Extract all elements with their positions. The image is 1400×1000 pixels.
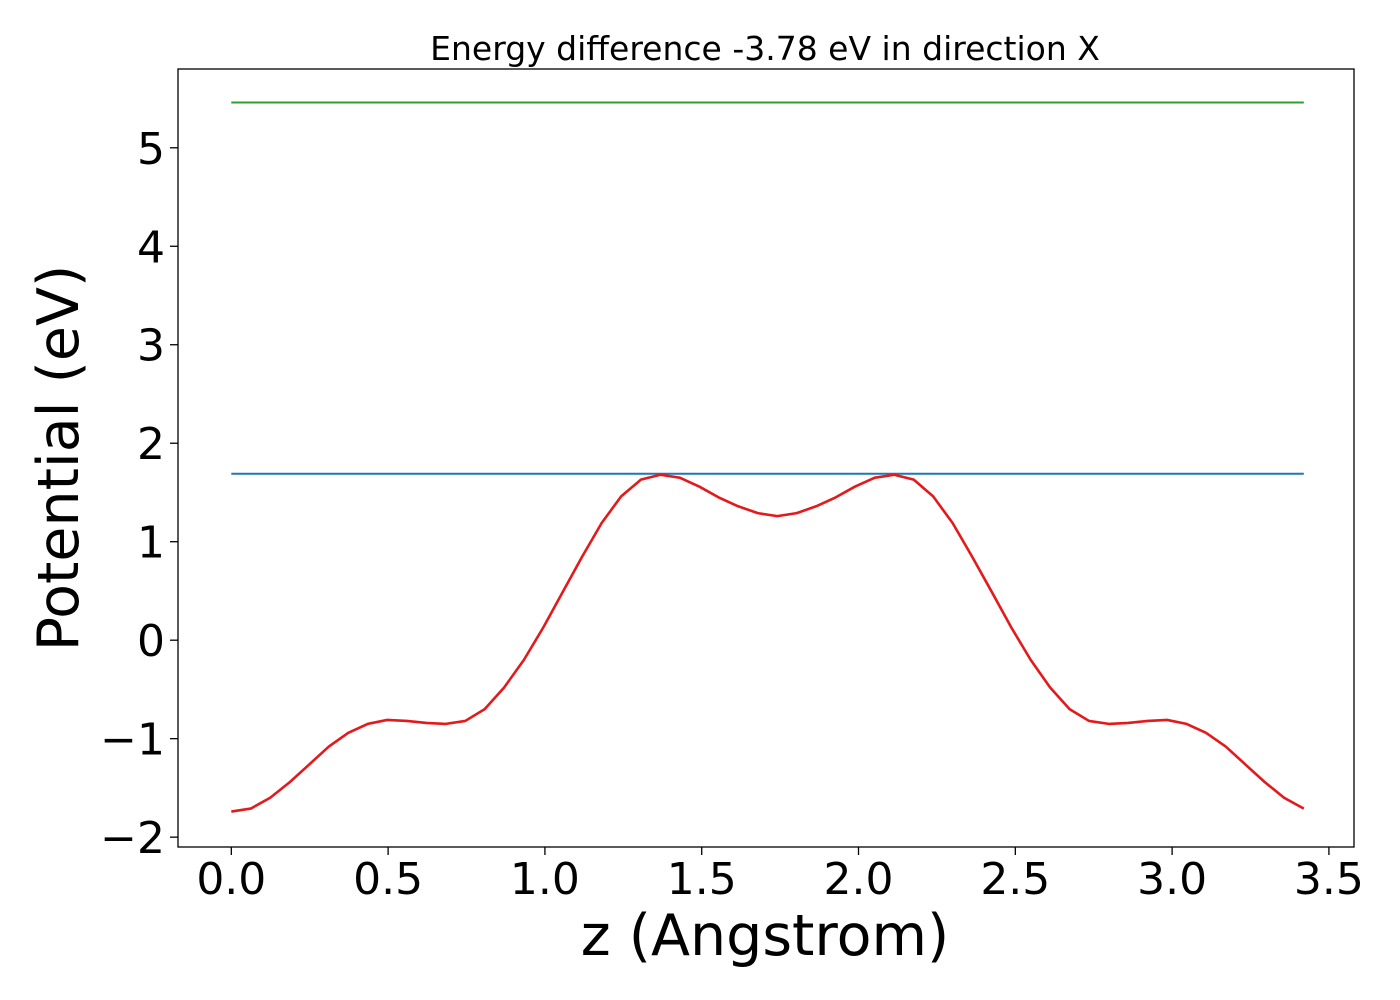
- x-tick-label: 3.0: [1137, 854, 1207, 905]
- y-tick-label: 0: [137, 616, 165, 667]
- plot-area-frame: [177, 68, 1355, 848]
- x-tick-label: 2.5: [980, 854, 1050, 905]
- y-tick-label: 4: [137, 222, 165, 273]
- y-axis: −2 −1 0 1 2 3 4 5: [100, 124, 178, 864]
- x-tick-label: 3.5: [1294, 854, 1364, 905]
- x-tick-label: 0.5: [353, 854, 423, 905]
- y-tick-label: 5: [137, 124, 165, 175]
- y-tick-label: 3: [137, 321, 165, 372]
- x-axis: 0.0 0.5 1.0 1.5 2.0 2.5 3.0 3.5: [196, 847, 1364, 905]
- x-tick-label: 1.5: [667, 854, 737, 905]
- series-layer: [231, 101, 1305, 813]
- x-tick-label: 2.0: [824, 854, 894, 905]
- y-tick-label: −2: [100, 813, 165, 864]
- x-tick-label: 1.0: [510, 854, 580, 905]
- y-tick-label: 2: [137, 419, 165, 470]
- y-tick-label: 1: [137, 518, 165, 569]
- x-tick-label: 0.0: [196, 854, 266, 905]
- potential-curve-2: [231, 473, 1305, 813]
- x-axis-label: z (Angstrom): [581, 903, 949, 969]
- chart-title: Energy difference -3.78 eV in direction …: [430, 29, 1100, 68]
- y-axis-label: Potential (eV): [26, 265, 92, 651]
- y-tick-label: −1: [100, 715, 165, 766]
